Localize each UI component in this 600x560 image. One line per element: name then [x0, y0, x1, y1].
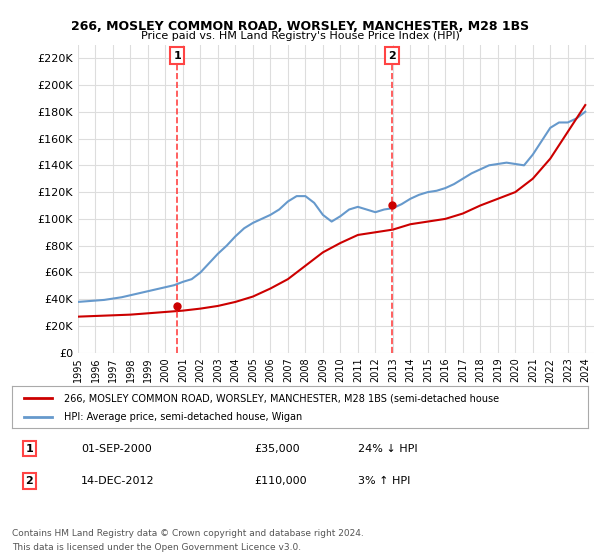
Text: 1: 1 — [173, 50, 181, 60]
Text: 2: 2 — [25, 476, 33, 486]
Text: Contains HM Land Registry data © Crown copyright and database right 2024.: Contains HM Land Registry data © Crown c… — [12, 529, 364, 538]
Text: £110,000: £110,000 — [254, 476, 307, 486]
Text: 01-SEP-2000: 01-SEP-2000 — [81, 444, 152, 454]
Text: 2: 2 — [388, 50, 396, 60]
Text: 24% ↓ HPI: 24% ↓ HPI — [358, 444, 417, 454]
Text: 266, MOSLEY COMMON ROAD, WORSLEY, MANCHESTER, M28 1BS (semi-detached house: 266, MOSLEY COMMON ROAD, WORSLEY, MANCHE… — [64, 393, 499, 403]
Text: HPI: Average price, semi-detached house, Wigan: HPI: Average price, semi-detached house,… — [64, 412, 302, 422]
Text: £35,000: £35,000 — [254, 444, 299, 454]
Text: Price paid vs. HM Land Registry's House Price Index (HPI): Price paid vs. HM Land Registry's House … — [140, 31, 460, 41]
Text: This data is licensed under the Open Government Licence v3.0.: This data is licensed under the Open Gov… — [12, 543, 301, 552]
Text: 266, MOSLEY COMMON ROAD, WORSLEY, MANCHESTER, M28 1BS: 266, MOSLEY COMMON ROAD, WORSLEY, MANCHE… — [71, 20, 529, 32]
Text: 1: 1 — [25, 444, 33, 454]
Text: 14-DEC-2012: 14-DEC-2012 — [81, 476, 155, 486]
Text: 3% ↑ HPI: 3% ↑ HPI — [358, 476, 410, 486]
